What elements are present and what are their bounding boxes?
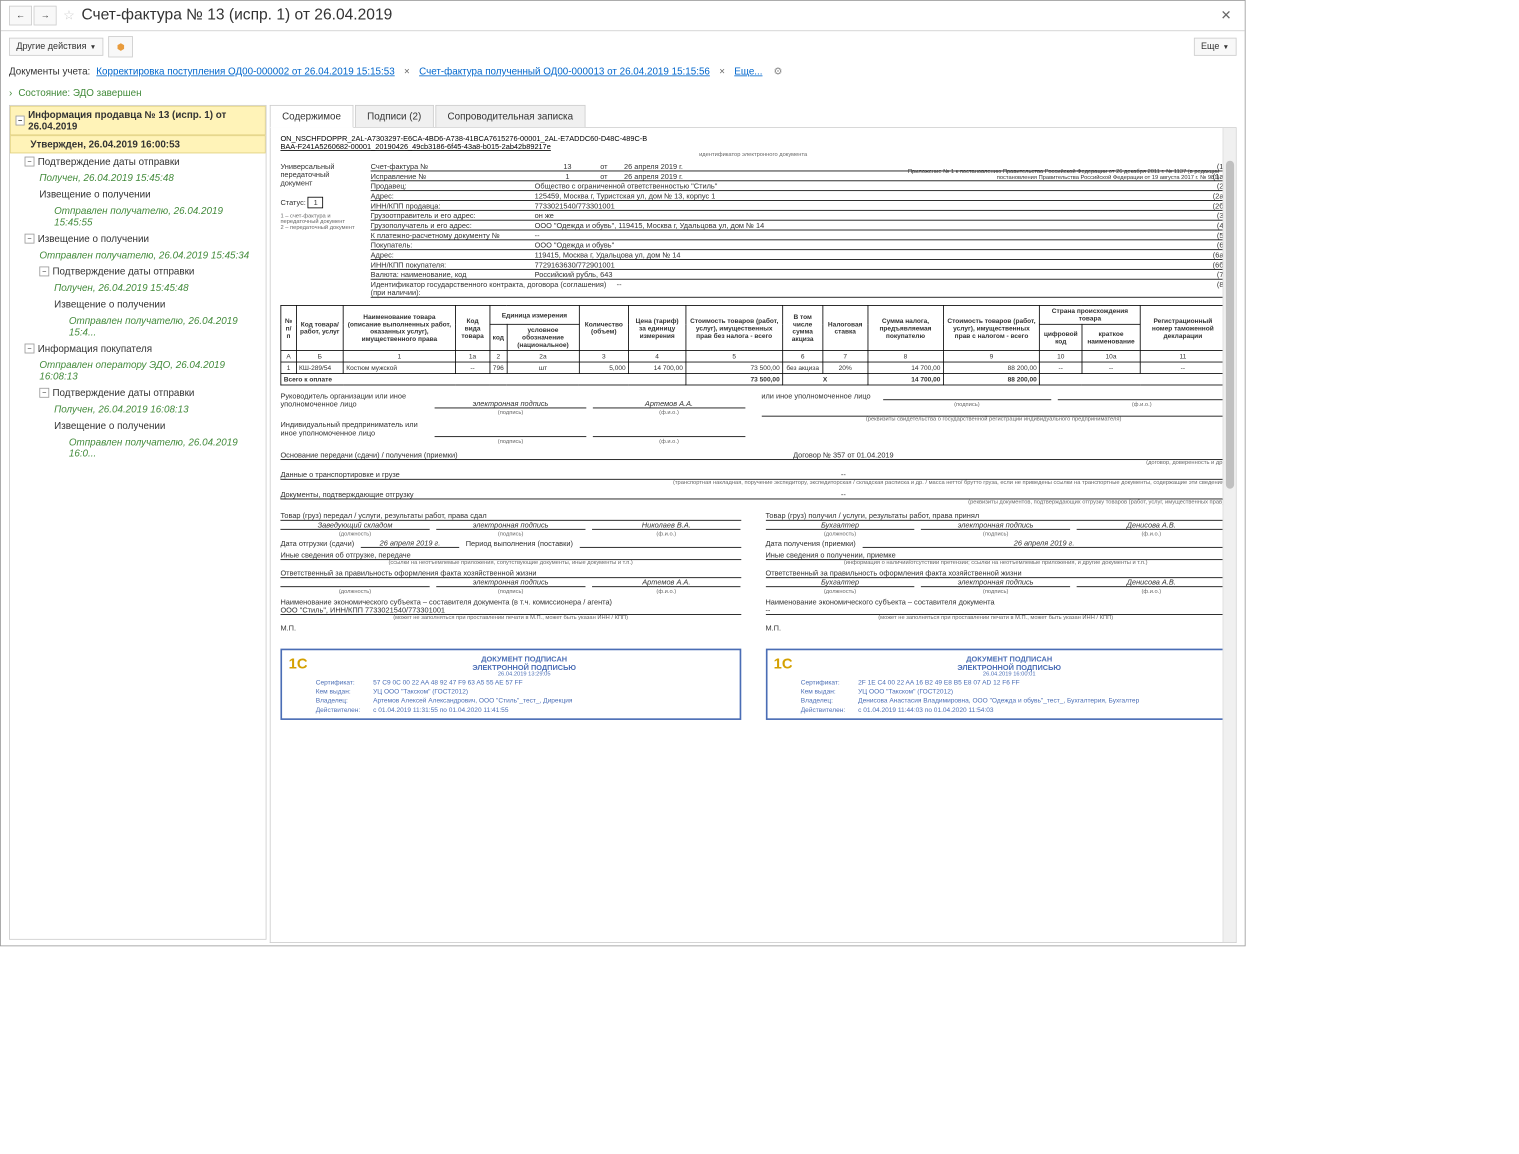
doc-link-2[interactable]: Счет-фактура полученный ОД00-000013 от 2… (419, 66, 710, 77)
upd-label: Универсальный передаточный документ (280, 162, 362, 187)
tree-status: Отправлен получателю, 26.04.2019 15:45:5… (54, 205, 261, 228)
tree-node[interactable]: Подтверждение даты отправки (38, 156, 180, 167)
state-label: Состояние: ЭДО завершен (18, 87, 141, 98)
link-remove-2[interactable]: × (719, 66, 725, 77)
tree-node[interactable]: Извещение о получении (39, 189, 150, 200)
signature-cert-1: 1C ДОКУМЕНТ ПОДПИСАН ЭЛЕКТРОННОЙ ПОДПИСЬ… (280, 649, 740, 720)
document-preview: ON_NSCHFDOPPR_2AL-A7303297-E6CA-4BD6-A73… (270, 128, 1237, 943)
gear-icon[interactable]: ⚙ (773, 66, 782, 77)
tree-expander[interactable]: − (16, 116, 25, 126)
state-expand-icon[interactable]: › (9, 87, 12, 98)
tree-status: Отправлен оператору ЭДО, 26.04.2019 16:0… (39, 359, 260, 382)
more-button[interactable]: Еще▼ (1194, 38, 1237, 56)
doc-id-sublabel: идентификатор электронного документа (280, 152, 1225, 158)
tree-status: Отправлен получателю, 26.04.2019 16:0... (69, 436, 261, 459)
doc-id-line1: ON_NSCHFDOPPR_2AL-A7303297-E6CA-4BD6-A73… (280, 134, 1225, 142)
invoice-table: № п/п Код товара/ работ, услуг Наименова… (280, 305, 1225, 385)
tab-content[interactable]: Содержимое (270, 105, 353, 128)
tree-expander[interactable]: − (25, 157, 35, 167)
link-remove-1[interactable]: × (404, 66, 410, 77)
doc-link-1[interactable]: Корректировка поступления ОД00-000002 от… (96, 66, 394, 77)
status-note-2: 2 – передаточный документ (280, 225, 362, 231)
tree-status: Отправлен получателю, 26.04.2019 15:4... (69, 315, 261, 338)
scroll-thumb[interactable] (1226, 161, 1234, 489)
tree-expander[interactable]: − (39, 388, 49, 398)
vertical-scrollbar[interactable] (1223, 128, 1236, 942)
tree-node[interactable]: Информация покупателя (38, 343, 152, 354)
table-row: 1 КШ-289/54 Костюм мужской -- 796 шт 5,0… (281, 362, 1226, 373)
tree-expander[interactable]: − (25, 344, 35, 354)
doc-links-label: Документы учета: (9, 66, 90, 77)
tab-signatures[interactable]: Подписи (2) (355, 105, 434, 127)
tree-status: Получен, 26.04.2019 15:45:48 (54, 282, 188, 293)
hierarchy-icon-button[interactable]: ⬢ (109, 36, 134, 57)
forward-button[interactable]: → (34, 6, 57, 26)
tree-status: Отправлен получателю, 26.04.2019 15:45:3… (39, 249, 249, 260)
tree-sidebar: −Информация продавца № 13 (испр. 1) от 2… (9, 105, 266, 940)
signature-cert-2: 1C ДОКУМЕНТ ПОДПИСАН ЭЛЕКТРОННОЙ ПОДПИСЬ… (765, 649, 1225, 720)
tree-status: Получен, 26.04.2019 15:45:48 (39, 172, 173, 183)
tree-root[interactable]: Информация продавца № 13 (испр. 1) от 26… (28, 109, 260, 132)
status-label: Статус: (280, 198, 305, 206)
1c-logo-icon: 1C (289, 655, 308, 713)
tree-node[interactable]: Извещение о получении (54, 420, 165, 431)
doc-id-line2: BAA-F241A5260682-00001_20190426_49cb3186… (280, 143, 1225, 151)
favorite-star-icon[interactable]: ☆ (63, 7, 75, 23)
doc-link-more[interactable]: Еще... (734, 66, 762, 77)
hierarchy-icon: ⬢ (117, 41, 125, 52)
tree-node[interactable]: Извещение о получении (54, 298, 165, 309)
status-note-1: 1 – счет-фактура и передаточный документ (280, 213, 362, 224)
other-actions-button[interactable]: Другие действия▼ (9, 38, 104, 56)
tree-node[interactable]: Подтверждение даты отправки (52, 266, 194, 277)
tree-expander[interactable]: − (25, 234, 35, 244)
tab-note[interactable]: Сопроводительная записка (435, 105, 585, 127)
tree-expander[interactable]: − (39, 267, 49, 277)
tree-node[interactable]: Извещение о получении (38, 233, 149, 244)
close-icon[interactable]: ✕ (1216, 7, 1237, 23)
regulation-note: Приложение № 1 к постановлению Правитель… (908, 169, 1220, 180)
window-title: Счет-фактура № 13 (испр. 1) от 26.04.201… (81, 7, 1215, 25)
1c-logo-icon: 1C (774, 655, 793, 713)
tree-node[interactable]: Подтверждение даты отправки (52, 387, 194, 398)
status-value: 1 (308, 197, 324, 208)
back-button[interactable]: ← (9, 6, 32, 26)
tree-approved: Утвержден, 26.04.2019 16:00:53 (30, 139, 180, 150)
tree-status: Получен, 26.04.2019 16:08:13 (54, 403, 188, 414)
